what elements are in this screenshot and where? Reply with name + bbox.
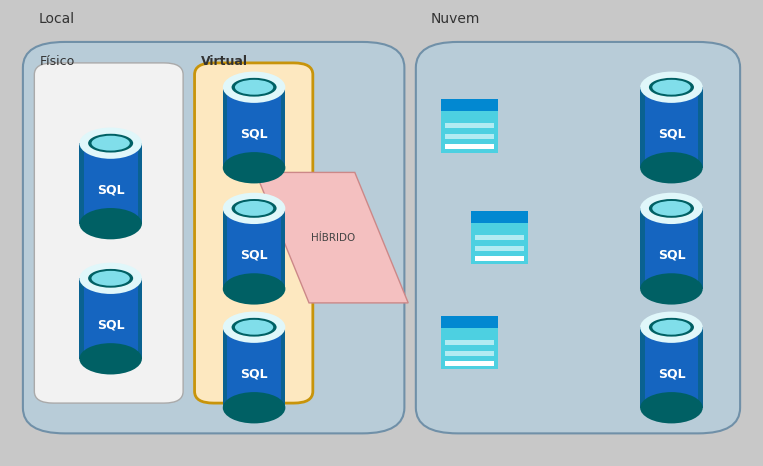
Bar <box>640 327 645 408</box>
Text: HÍBRIDO: HÍBRIDO <box>311 233 356 243</box>
Bar <box>441 99 497 111</box>
Ellipse shape <box>640 392 703 424</box>
Ellipse shape <box>640 273 703 305</box>
Bar <box>640 327 703 408</box>
Bar <box>472 211 529 265</box>
Bar <box>445 123 494 129</box>
Ellipse shape <box>640 193 703 224</box>
Ellipse shape <box>649 78 694 96</box>
Polygon shape <box>256 172 408 303</box>
Ellipse shape <box>652 201 691 216</box>
Bar <box>441 316 497 328</box>
Bar <box>640 87 703 168</box>
Ellipse shape <box>235 80 273 95</box>
Text: Virtual: Virtual <box>201 55 248 68</box>
Bar <box>223 87 227 168</box>
Text: SQL: SQL <box>240 367 268 380</box>
Ellipse shape <box>88 134 134 152</box>
Text: Nuvem: Nuvem <box>431 12 481 26</box>
Bar <box>223 327 285 408</box>
Text: SQL: SQL <box>658 127 685 140</box>
FancyBboxPatch shape <box>23 42 404 433</box>
Bar <box>640 87 645 168</box>
Text: SQL: SQL <box>240 248 268 261</box>
Ellipse shape <box>223 392 285 424</box>
Bar <box>475 246 524 251</box>
Bar <box>79 143 84 224</box>
Ellipse shape <box>223 312 285 343</box>
Ellipse shape <box>223 72 285 103</box>
Bar <box>79 278 142 359</box>
Text: SQL: SQL <box>97 183 124 196</box>
Text: Local: Local <box>38 12 74 26</box>
Ellipse shape <box>231 78 277 96</box>
FancyBboxPatch shape <box>34 63 183 403</box>
Bar <box>223 87 285 168</box>
Bar <box>137 143 142 224</box>
Bar <box>445 144 494 150</box>
Ellipse shape <box>652 320 691 335</box>
Ellipse shape <box>235 320 273 335</box>
Ellipse shape <box>649 318 694 336</box>
Bar <box>445 350 494 356</box>
Bar <box>698 208 703 289</box>
Bar <box>475 256 524 261</box>
Bar <box>223 208 285 289</box>
FancyBboxPatch shape <box>416 42 740 433</box>
Bar <box>698 327 703 408</box>
Ellipse shape <box>79 343 142 375</box>
Ellipse shape <box>88 269 134 288</box>
Bar <box>698 87 703 168</box>
Bar <box>137 278 142 359</box>
Ellipse shape <box>649 199 694 218</box>
Bar <box>441 316 497 369</box>
Bar <box>79 143 142 224</box>
Bar <box>281 327 285 408</box>
Bar <box>472 211 529 223</box>
Bar <box>445 134 494 139</box>
Ellipse shape <box>79 263 142 294</box>
Text: SQL: SQL <box>658 367 685 380</box>
Text: SQL: SQL <box>240 127 268 140</box>
Bar <box>223 208 227 289</box>
Ellipse shape <box>79 208 142 240</box>
Ellipse shape <box>92 136 130 151</box>
Ellipse shape <box>652 80 691 95</box>
Text: SQL: SQL <box>658 248 685 261</box>
Ellipse shape <box>235 201 273 216</box>
Bar <box>79 278 84 359</box>
Ellipse shape <box>223 193 285 224</box>
Ellipse shape <box>640 152 703 184</box>
Bar <box>281 208 285 289</box>
Bar <box>475 235 524 240</box>
Bar <box>445 340 494 345</box>
Text: Físico: Físico <box>40 55 75 68</box>
Bar <box>640 208 703 289</box>
Ellipse shape <box>231 318 277 336</box>
Text: SQL: SQL <box>97 318 124 331</box>
Ellipse shape <box>231 199 277 218</box>
Ellipse shape <box>640 72 703 103</box>
Bar <box>223 327 227 408</box>
FancyBboxPatch shape <box>195 63 313 403</box>
Ellipse shape <box>79 128 142 159</box>
Bar <box>441 99 497 153</box>
Bar <box>281 87 285 168</box>
Ellipse shape <box>223 152 285 184</box>
Bar <box>640 208 645 289</box>
Ellipse shape <box>223 273 285 305</box>
Ellipse shape <box>640 312 703 343</box>
Bar <box>445 361 494 366</box>
Ellipse shape <box>92 271 130 286</box>
